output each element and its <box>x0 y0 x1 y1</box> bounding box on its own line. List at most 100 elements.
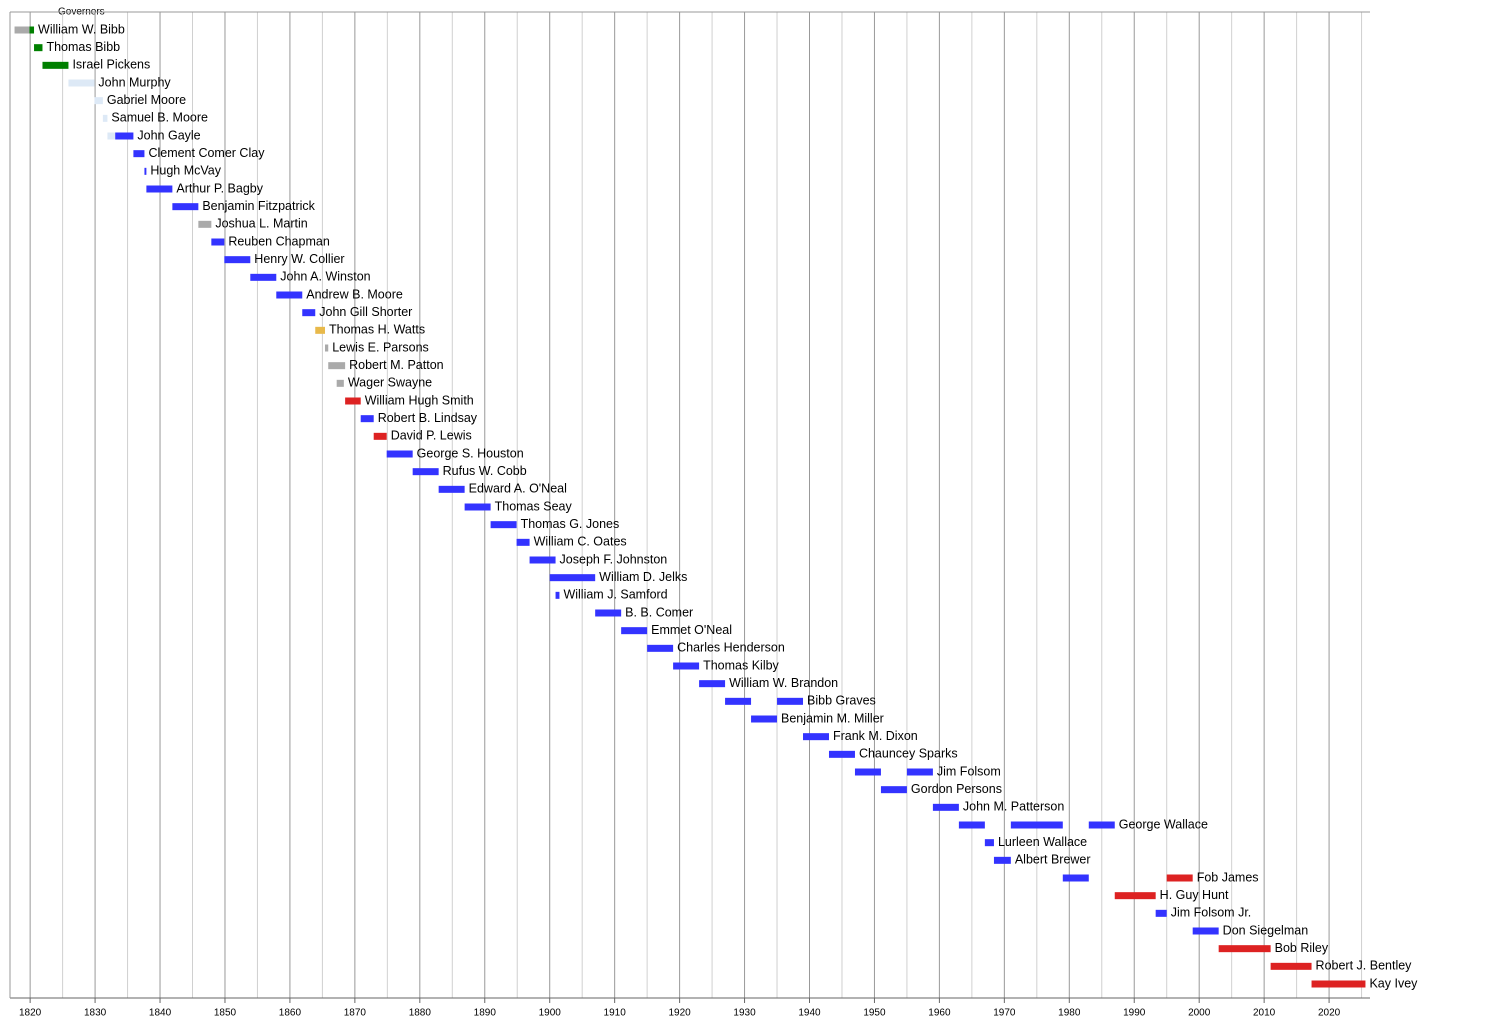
governor-name: Frank M. Dixon <box>833 729 918 743</box>
governor-name: Lewis E. Parsons <box>332 340 429 354</box>
governor-name: B. B. Comer <box>625 605 693 619</box>
term-bar <box>958 821 985 829</box>
x-tick-label: 1830 <box>84 1008 107 1018</box>
term-bar <box>621 627 648 635</box>
governor-name: Charles Henderson <box>677 641 785 655</box>
governor-name: Jim Folsom <box>937 764 1001 778</box>
governor-name: Gabriel Moore <box>107 93 186 107</box>
governor-name: Thomas G. Jones <box>521 517 620 531</box>
x-tick-label: 1840 <box>149 1008 172 1018</box>
term-bar <box>595 609 622 617</box>
term-bar <box>315 326 325 334</box>
term-bar <box>803 733 829 741</box>
governor-name: Chauncey Sparks <box>859 747 958 761</box>
governor-name: Don Siegelman <box>1223 923 1309 937</box>
term-bar <box>276 291 303 299</box>
term-bar <box>107 132 116 140</box>
governor-name: Henry W. Collier <box>254 252 344 266</box>
term-bar <box>34 44 43 52</box>
term-bar <box>880 786 907 794</box>
governor-name: Robert J. Bentley <box>1316 959 1413 973</box>
x-tick-label: 1930 <box>733 1008 756 1018</box>
x-tick-label: 1920 <box>668 1008 691 1018</box>
governor-name: Samuel B. Moore <box>111 111 208 125</box>
term-bar <box>725 697 752 705</box>
term-bar <box>14 26 30 34</box>
governor-name: Thomas H. Watts <box>329 323 425 337</box>
term-bar <box>172 203 199 211</box>
term-bar <box>777 697 804 705</box>
governor-name: Thomas Seay <box>495 499 573 513</box>
governor-name: Edward A. O'Neal <box>469 482 567 496</box>
term-bar <box>386 450 413 458</box>
governor-name: Arthur P. Bagby <box>176 181 263 195</box>
governor-name: Israel Pickens <box>72 58 150 72</box>
governor-name: George Wallace <box>1119 817 1208 831</box>
term-bar <box>94 97 103 105</box>
term-bar <box>336 379 344 387</box>
term-bar <box>373 432 387 440</box>
term-bar <box>68 79 95 87</box>
governor-name: Thomas Kilby <box>703 658 779 672</box>
governor-name: Benjamin Fitzpatrick <box>202 199 315 213</box>
term-bar <box>360 415 374 423</box>
x-tick-label: 1890 <box>474 1008 497 1018</box>
x-tick-label: 1950 <box>863 1008 886 1018</box>
term-bar <box>1192 927 1219 935</box>
governor-name: William W. Brandon <box>729 676 838 690</box>
governor-name: John M. Patterson <box>963 800 1064 814</box>
x-tick-label: 1900 <box>539 1008 562 1018</box>
term-bar <box>1155 909 1167 917</box>
x-tick-label: 1940 <box>798 1008 821 1018</box>
term-bar <box>751 715 778 723</box>
governor-name: John Murphy <box>98 75 171 89</box>
x-tick-label: 1980 <box>1058 1008 1081 1018</box>
x-tick-label: 1880 <box>409 1008 432 1018</box>
term-bar <box>224 256 251 264</box>
term-bar <box>555 591 560 599</box>
term-bar <box>516 538 530 546</box>
x-tick-label: 2010 <box>1253 1008 1276 1018</box>
term-bar <box>673 662 700 670</box>
governor-name: Fob James <box>1197 870 1259 884</box>
governor-name: Bob Riley <box>1275 941 1329 955</box>
governor-name: Kay Ivey <box>1369 976 1418 990</box>
governor-name: George S. Houston <box>417 446 524 460</box>
term-bar <box>412 468 439 476</box>
governor-name: Clement Comer Clay <box>148 146 265 160</box>
term-bar <box>345 397 361 405</box>
governor-name: Hugh McVay <box>150 164 221 178</box>
governor-name: Bibb Graves <box>807 694 876 708</box>
x-tick-label: 1860 <box>279 1008 302 1018</box>
governor-name: Robert M. Patton <box>349 358 444 372</box>
x-tick-label: 2020 <box>1318 1008 1341 1018</box>
term-bar <box>1062 874 1089 882</box>
term-bar <box>102 114 108 122</box>
governor-name: Wager Swayne <box>348 376 432 390</box>
term-bar <box>1010 821 1063 829</box>
x-tick-label: 1850 <box>214 1008 237 1018</box>
term-bar <box>115 132 134 140</box>
term-bar <box>250 273 277 281</box>
governor-name: Andrew B. Moore <box>306 287 403 301</box>
governor-name: Reuben Chapman <box>228 234 330 248</box>
term-bar <box>1270 962 1312 970</box>
term-bar <box>984 839 994 847</box>
term-bar <box>324 344 329 352</box>
term-bar <box>144 167 147 175</box>
governor-name: William Hugh Smith <box>365 393 474 407</box>
term-bar <box>1166 874 1193 882</box>
governor-name: John Gayle <box>137 128 200 142</box>
governor-name: John A. Winston <box>280 270 370 284</box>
governor-name: William W. Bibb <box>38 22 125 36</box>
term-bar <box>699 680 726 688</box>
x-tick-label: 1820 <box>19 1008 42 1018</box>
term-bar <box>302 309 316 317</box>
governor-name: William C. Oates <box>534 535 627 549</box>
governor-name: H. Guy Hunt <box>1160 888 1229 902</box>
term-bar <box>828 750 855 758</box>
x-tick-label: 2000 <box>1188 1008 1211 1018</box>
term-bar <box>854 768 881 776</box>
